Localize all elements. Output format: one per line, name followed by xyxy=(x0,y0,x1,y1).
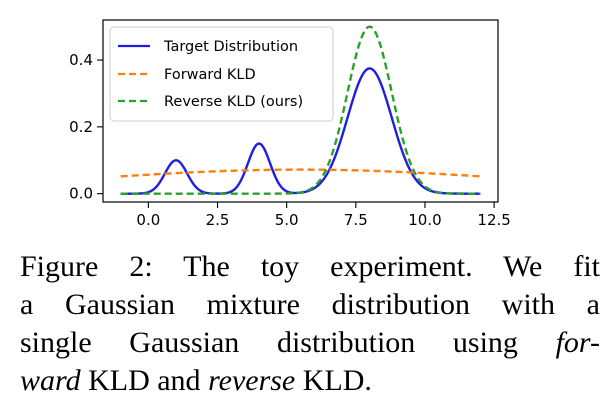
x-tick-label: 5.0 xyxy=(275,211,299,229)
x-tick-label: 12.5 xyxy=(477,211,510,229)
caption-emphasis: reverse xyxy=(208,364,296,397)
legend-label-forward: Forward KLD xyxy=(164,67,256,83)
y-axis: 0.0 0.2 0.4 xyxy=(69,51,103,203)
caption-line-2: a Gaussian mixture distribution with a xyxy=(20,288,600,321)
series-layer xyxy=(120,25,481,195)
caption-line-3: single Gaussian distribution using for- xyxy=(20,324,600,362)
caption-line-1: Figure 2: The toy experiment. We fit xyxy=(20,250,600,283)
y-tick-label: 0.4 xyxy=(69,51,93,69)
plot-frame xyxy=(102,19,499,203)
caption-text: KLD and xyxy=(80,364,209,397)
x-tick-label: 0.0 xyxy=(136,211,160,229)
x-axis: 0.0 2.5 5.0 7.5 10.0 12.5 xyxy=(136,202,511,229)
x-tick-label: 10.0 xyxy=(408,211,441,229)
chart: 0.0 2.5 5.0 7.5 10.0 12.5 0.0 0.2 0.4 Target Di… xyxy=(69,19,511,229)
figure-caption: Figure 2: The toy experiment. We fit a G… xyxy=(20,248,600,400)
caption-text: single Gaussian distribution using xyxy=(20,326,556,359)
y-tick-label: 0.0 xyxy=(69,185,93,203)
series-line-forward-kld xyxy=(120,168,481,178)
caption-line-4: ward KLD and reverse KLD. xyxy=(20,362,600,400)
x-tick-label: 7.5 xyxy=(344,211,368,229)
caption-emphasis: for- xyxy=(555,326,600,359)
y-tick-label: 0.2 xyxy=(69,118,93,136)
legend-label-target: Target Distribution xyxy=(163,39,298,55)
x-tick-label: 2.5 xyxy=(206,211,230,229)
legend: Target Distribution Forward KLD Reverse … xyxy=(109,26,334,122)
series-line-reverse-kld xyxy=(120,25,481,195)
legend-box xyxy=(109,26,334,122)
legend-label-reverse: Reverse KLD (ours) xyxy=(164,94,303,110)
caption-text: KLD. xyxy=(295,364,372,397)
caption-emphasis: ward xyxy=(20,364,81,397)
